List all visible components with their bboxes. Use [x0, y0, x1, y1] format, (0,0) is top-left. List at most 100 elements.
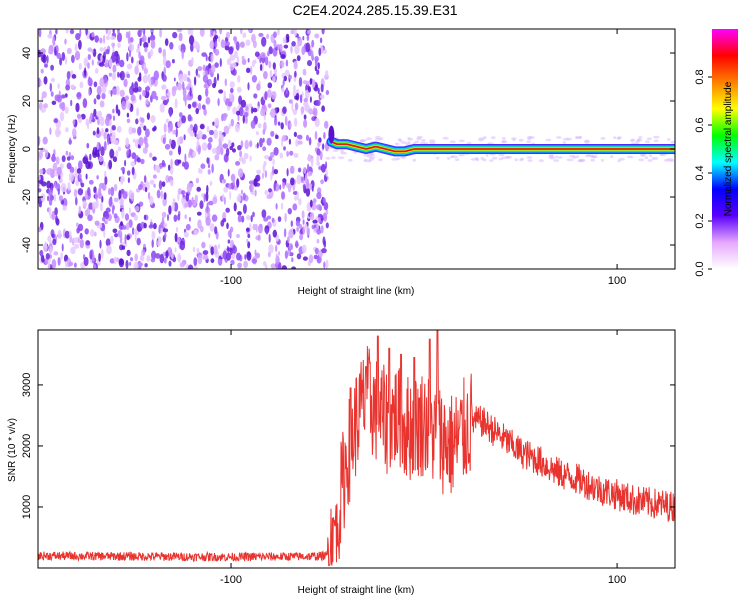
- noise-blob: [129, 85, 135, 96]
- ridge-halo: [491, 156, 498, 160]
- colorbar-tick-label: 0.0: [694, 261, 706, 276]
- noise-blob: [137, 262, 144, 267]
- noise-blob: [49, 245, 53, 256]
- noise-blob: [117, 146, 122, 152]
- noise-blob: [257, 234, 261, 241]
- ridge-halo: [442, 136, 449, 140]
- noise-blob: [193, 76, 197, 86]
- ridge-halo: [617, 159, 621, 163]
- noise-blob: [144, 263, 148, 268]
- noise-blob: [223, 186, 229, 193]
- noise-blob: [222, 193, 225, 202]
- noise-blob: [249, 65, 253, 75]
- noise-blob: [240, 140, 244, 148]
- noise-blob: [78, 205, 82, 215]
- ridge-halo: [365, 137, 373, 141]
- noise-blob: [110, 235, 114, 245]
- noise-blob: [89, 250, 93, 260]
- ridge-halo: [553, 159, 560, 162]
- noise-blob: [38, 175, 41, 181]
- noise-blob: [258, 223, 263, 234]
- noise-blob: [117, 71, 120, 78]
- snr-panel: -100 100 1000 2000 3000 Height of straight l…: [7, 329, 676, 596]
- noise-blob: [270, 130, 275, 137]
- noise-blob: [109, 119, 112, 127]
- noise-blob: [142, 74, 148, 84]
- noise-blob: [143, 136, 148, 145]
- noise-blob: [111, 42, 116, 47]
- noise-blob: [229, 54, 236, 61]
- noise-blob: [59, 57, 63, 66]
- noise-blob: [307, 29, 312, 35]
- noise-blob: [274, 117, 278, 126]
- noise-blob: [60, 183, 67, 193]
- noise-blob: [189, 183, 194, 188]
- noise-blob: [274, 68, 277, 77]
- noise-blob: [297, 37, 303, 47]
- noise-blob: [138, 184, 143, 191]
- ridge-halo: [639, 154, 645, 157]
- noise-blob: [49, 168, 53, 174]
- noise-blob: [197, 145, 201, 155]
- ridge-halo: [666, 138, 671, 141]
- noise-blob: [60, 252, 63, 260]
- noise-blob: [281, 191, 285, 200]
- ridge-halo: [649, 154, 653, 158]
- noise-blob: [107, 29, 112, 36]
- noise-blob: [177, 137, 181, 147]
- ridge-halo: [583, 140, 591, 144]
- noise-blob: [119, 89, 125, 98]
- noise-blob: [290, 220, 293, 227]
- noise-blob: [66, 156, 71, 161]
- noise-blob: [321, 29, 325, 35]
- noise-blob: [171, 59, 175, 64]
- noise-blob: [51, 210, 56, 221]
- noise-blob: [325, 90, 330, 95]
- noise-blob: [312, 79, 316, 88]
- noise-blob: [203, 193, 206, 203]
- noise-blob: [58, 174, 61, 180]
- noise-blob: [44, 259, 49, 265]
- ridge-halo: [645, 140, 650, 144]
- noise-blob: [220, 134, 224, 142]
- noise-blob: [179, 240, 186, 251]
- noise-blob: [323, 261, 326, 269]
- ridge-onset: [328, 125, 335, 144]
- noise-blob: [178, 32, 183, 42]
- noise-blob: [205, 54, 208, 62]
- noise-blob: [245, 105, 249, 112]
- noise-blob: [309, 96, 312, 103]
- noise-blob: [249, 29, 252, 33]
- noise-blob: [62, 205, 67, 211]
- noise-blob: [165, 89, 168, 94]
- noise-blob: [92, 112, 95, 123]
- noise-blob: [187, 70, 191, 76]
- noise-blob: [321, 248, 327, 254]
- noise-blob: [200, 163, 206, 169]
- noise-blob: [262, 146, 267, 151]
- noise-blob: [55, 127, 61, 138]
- noise-blob: [268, 233, 271, 243]
- noise-blob: [142, 89, 146, 97]
- noise-blob: [237, 114, 240, 122]
- noise-blob: [47, 195, 50, 202]
- noise-blob: [119, 70, 125, 81]
- noise-blob: [260, 108, 266, 117]
- noise-blob: [284, 250, 288, 259]
- noise-blob: [111, 88, 117, 95]
- noise-blob: [161, 84, 165, 90]
- noise-blob: [196, 211, 202, 216]
- noise-blob: [206, 202, 209, 212]
- noise-blob: [187, 103, 192, 109]
- noise-blob: [61, 155, 66, 163]
- noise-blob: [178, 112, 183, 118]
- noise-blob: [218, 35, 221, 43]
- noise-blob: [265, 228, 269, 235]
- noise-blob: [232, 106, 238, 115]
- noise-blob: [255, 223, 258, 233]
- noise-blob: [230, 173, 236, 182]
- noise-blob: [226, 222, 229, 230]
- noise-blob: [291, 101, 294, 112]
- noise-blob: [160, 190, 163, 200]
- noise-blob: [104, 176, 108, 185]
